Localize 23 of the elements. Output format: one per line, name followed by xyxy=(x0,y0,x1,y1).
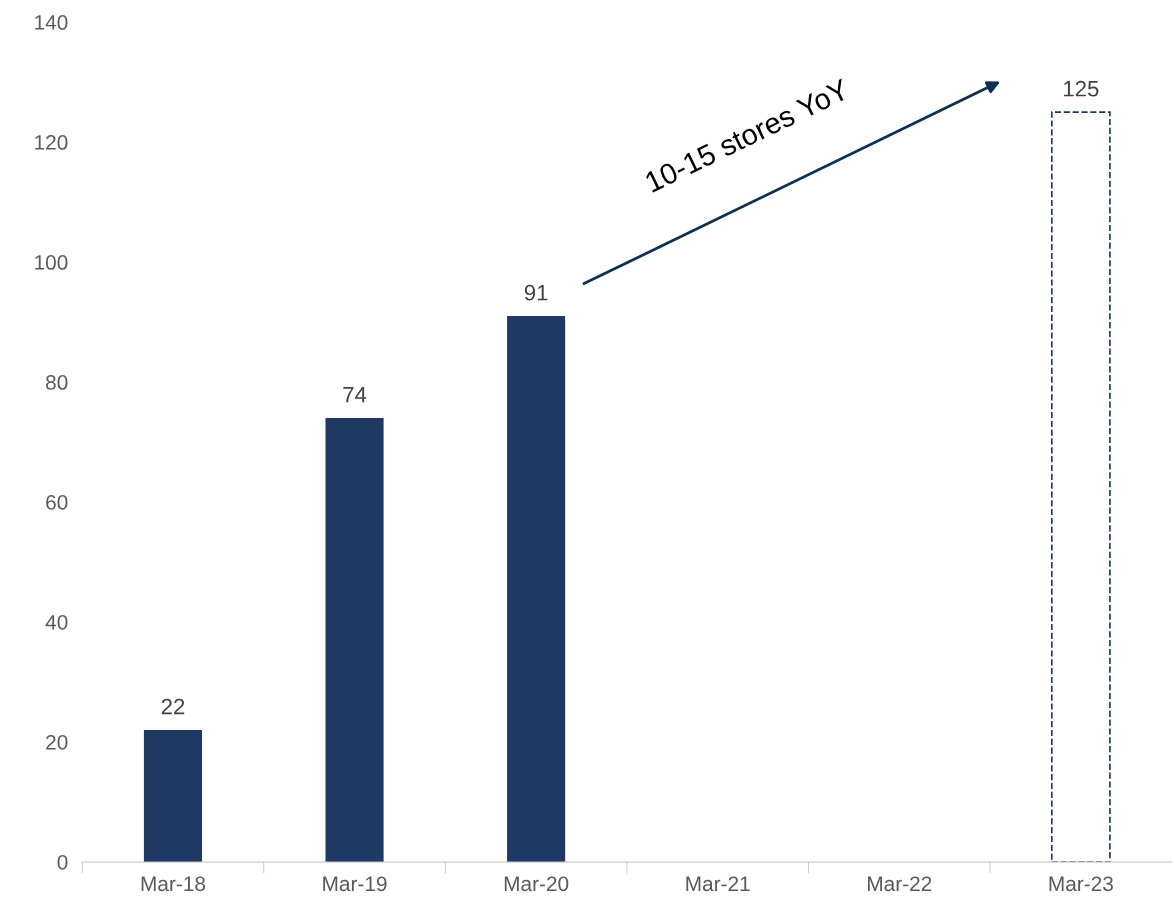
y-tick-label: 80 xyxy=(46,375,68,390)
x-tick-label: Mar-23 xyxy=(1049,876,1113,892)
data-label: 74 xyxy=(343,387,367,403)
bar xyxy=(1050,111,1111,862)
x-tick-label: Mar-20 xyxy=(504,876,569,892)
y-tick-label: 0 xyxy=(57,854,68,870)
data-label: 22 xyxy=(161,698,185,715)
y-tick-label: 120 xyxy=(35,135,68,150)
bar xyxy=(143,729,203,862)
x-tick-label: Mar-21 xyxy=(686,876,750,892)
bar xyxy=(507,316,566,862)
y-tick-label: 20 xyxy=(46,734,68,750)
y-tick-label: 100 xyxy=(35,255,68,270)
data-label: 125 xyxy=(1064,80,1099,97)
data-label: 91 xyxy=(524,284,548,301)
y-tick-label: 140 xyxy=(35,15,68,30)
x-tick-label: Mar-19 xyxy=(323,876,387,892)
y-tick-label: 40 xyxy=(45,614,68,630)
y-tick-label: 60 xyxy=(46,495,68,510)
annotation: 10-15 stores YoY xyxy=(644,78,851,193)
bar xyxy=(325,418,384,862)
x-tick-label: Mar-18 xyxy=(141,876,206,892)
x-tick-label: Mar-22 xyxy=(868,876,932,892)
